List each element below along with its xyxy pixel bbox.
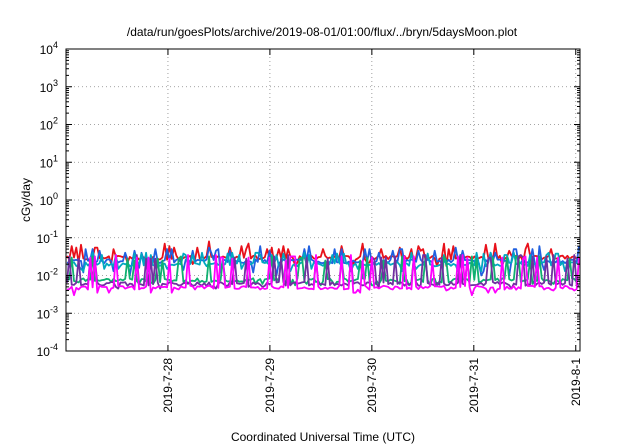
x-axis-ticks: 2019-7-28 2019-7-29 2019-7-30 2019-7-31 2019…: [161, 49, 583, 413]
series-line: [66, 254, 580, 290]
series-line: [66, 240, 580, 267]
series-line: [66, 254, 580, 297]
y-tick-label: 104: [40, 40, 58, 57]
y-tick-label: 10-3: [37, 304, 58, 321]
y-tick-label: 103: [40, 78, 58, 95]
chart-title: /data/run/goesPlots/archive/2019-08-01/0…: [127, 25, 518, 39]
x-tick-label: 2019-7-28: [161, 358, 175, 413]
y-axis-ticks: 10-4 10-3 10-2 10-1 100 101 102 103 104: [37, 40, 580, 359]
series-group: [66, 240, 580, 297]
x-tick-label: 2019-7-30: [365, 358, 379, 413]
grid: [66, 49, 580, 351]
x-tick-label: 2019-7-31: [467, 358, 481, 413]
y-tick-label: 10-1: [37, 229, 58, 246]
y-tick-label: 100: [40, 191, 58, 208]
x-axis-label: Coordinated Universal Time (UTC): [231, 430, 415, 444]
y-tick-label: 102: [40, 116, 58, 133]
y-axis-label: cGy/day: [19, 178, 33, 222]
x-tick-label: 2019-7-29: [263, 358, 277, 413]
x-tick-label: 2019-8-1: [569, 358, 583, 406]
y-tick-label: 10-4: [37, 342, 58, 359]
y-tick-label: 101: [40, 153, 58, 170]
y-tick-label: 10-2: [37, 267, 58, 284]
